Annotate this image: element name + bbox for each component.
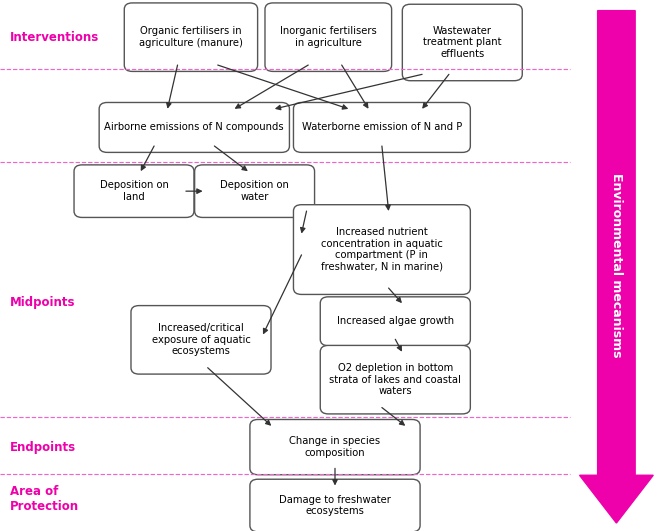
FancyBboxPatch shape [131,306,271,374]
Text: Area of
Protection: Area of Protection [10,485,79,513]
FancyBboxPatch shape [402,4,522,81]
Text: Increased nutrient
concentration in aquatic
compartment (P in
freshwater, N in m: Increased nutrient concentration in aqua… [321,227,443,272]
Text: Midpoints: Midpoints [10,296,76,309]
Polygon shape [580,11,653,523]
Text: Increased algae growth: Increased algae growth [337,316,454,326]
Text: Change in species
composition: Change in species composition [289,436,381,458]
FancyBboxPatch shape [99,102,289,152]
Text: Interventions: Interventions [10,31,99,44]
Text: Endpoints: Endpoints [10,441,76,453]
Text: Inorganic fertilisers
in agriculture: Inorganic fertilisers in agriculture [280,27,377,48]
FancyBboxPatch shape [320,346,470,414]
Text: Increased/critical
exposure of aquatic
ecosystems: Increased/critical exposure of aquatic e… [151,323,251,356]
Text: O2 depletion in bottom
strata of lakes and coastal
waters: O2 depletion in bottom strata of lakes a… [330,363,461,396]
Text: Damage to freshwater
ecosystems: Damage to freshwater ecosystems [279,495,391,516]
Text: Waterborne emission of N and P: Waterborne emission of N and P [302,123,462,132]
Text: Organic fertilisers in
agriculture (manure): Organic fertilisers in agriculture (manu… [139,27,243,48]
Text: Environmental mecanisms: Environmental mecanisms [610,173,623,358]
Text: Wastewater
treatment plant
effluents: Wastewater treatment plant effluents [423,26,502,59]
FancyBboxPatch shape [74,165,194,218]
Text: Airborne emissions of N compounds: Airborne emissions of N compounds [105,123,284,132]
FancyBboxPatch shape [265,3,391,71]
FancyBboxPatch shape [293,102,470,152]
Text: Deposition on
land: Deposition on land [100,181,168,202]
FancyBboxPatch shape [250,419,420,475]
FancyBboxPatch shape [194,165,315,218]
FancyBboxPatch shape [293,204,470,294]
FancyBboxPatch shape [320,297,470,346]
FancyBboxPatch shape [250,479,420,531]
Text: Deposition on
water: Deposition on water [220,181,289,202]
FancyBboxPatch shape [124,3,257,71]
